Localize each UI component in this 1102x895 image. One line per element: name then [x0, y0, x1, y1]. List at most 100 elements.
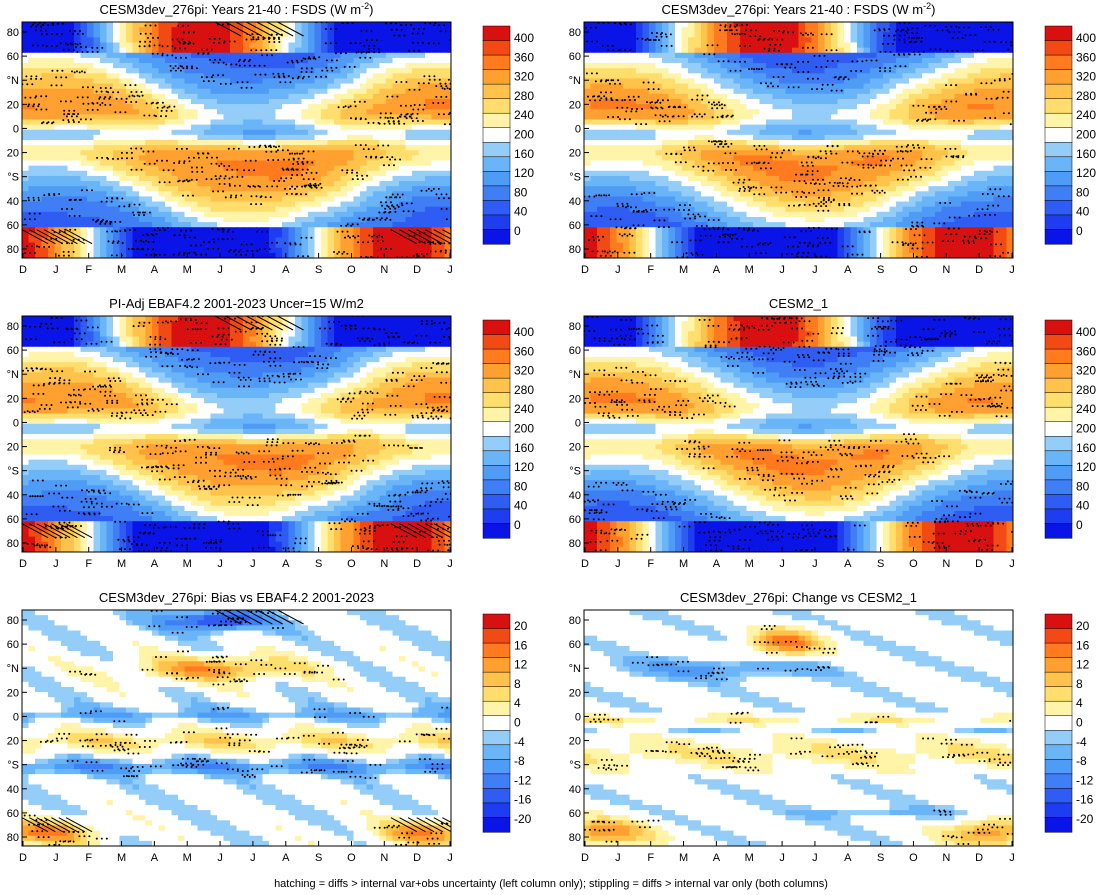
heat-cell	[883, 63, 891, 69]
stipple-dot	[315, 186, 318, 189]
heat-cell	[80, 88, 88, 95]
stipple-dot	[249, 58, 251, 61]
heat-cell	[61, 104, 69, 110]
heat-cell	[301, 186, 309, 192]
stipple-dot	[118, 205, 121, 208]
heat-cell	[418, 186, 426, 192]
heat-cell	[353, 191, 361, 198]
heat-cell	[603, 27, 611, 33]
heat-cell	[668, 27, 676, 33]
heat-cell	[941, 37, 949, 44]
heat-cell	[308, 211, 316, 218]
stipple-dot	[442, 113, 445, 116]
heat-cell	[171, 129, 179, 136]
hatch-line	[442, 229, 451, 235]
stipple-dot	[423, 75, 426, 78]
heat-cell	[87, 165, 95, 172]
heat-cell	[360, 129, 368, 136]
stipple-dot	[306, 168, 309, 171]
heat-cell	[694, 63, 702, 69]
heat-cell	[106, 37, 114, 44]
stipple-dot	[230, 63, 233, 66]
heat-cell	[431, 242, 439, 249]
heat-cell	[217, 129, 225, 136]
heat-cell	[425, 124, 433, 131]
heat-cell	[308, 98, 316, 105]
heat-cell	[707, 42, 715, 49]
stipple-dot	[191, 170, 194, 173]
heat-cell	[379, 119, 387, 126]
heat-cell	[191, 175, 199, 182]
stipple-dot	[250, 49, 253, 52]
heat-cell	[210, 73, 218, 80]
heat-cell	[191, 32, 199, 38]
stipple-dot	[64, 42, 67, 45]
heat-cell	[171, 22, 179, 28]
heat-cell	[106, 42, 114, 49]
heat-cell	[243, 27, 251, 33]
heat-cell	[444, 145, 451, 151]
heat-cell	[126, 145, 134, 151]
heat-cell	[210, 160, 218, 167]
stipple-dot	[336, 252, 339, 255]
stipple-dot	[86, 96, 89, 99]
heat-cell	[948, 42, 956, 49]
heat-cell	[379, 68, 387, 74]
heat-cell	[106, 22, 114, 28]
heat-cell	[785, 32, 793, 38]
heat-cell	[113, 175, 121, 182]
heat-cell	[126, 181, 134, 187]
heat-cell	[386, 175, 394, 182]
heat-cell	[360, 78, 368, 85]
heat-cell	[236, 227, 244, 233]
heat-cell	[334, 181, 342, 187]
heat-cell	[262, 252, 270, 258]
stipple-dot	[245, 243, 248, 246]
heat-cell	[262, 216, 270, 223]
stipple-dot	[35, 75, 38, 78]
heat-cell	[35, 73, 43, 80]
heat-cell	[145, 211, 153, 218]
stipple-dot	[139, 40, 142, 43]
heat-cell	[798, 57, 806, 64]
stipple-dot	[110, 200, 113, 203]
heat-cell	[262, 114, 270, 121]
heat-cell	[431, 78, 439, 85]
heat-cell	[217, 57, 225, 64]
stipple-dot	[189, 244, 192, 247]
stipple-dot	[112, 240, 115, 243]
heat-cell	[655, 32, 663, 38]
heat-cell	[431, 140, 439, 146]
heat-cell	[249, 155, 257, 162]
stipple-dot	[152, 234, 155, 237]
heat-cell	[119, 93, 127, 100]
heat-cell	[386, 181, 394, 187]
heat-cell	[48, 206, 56, 213]
heat-cell	[714, 57, 722, 64]
heat-cell	[636, 57, 644, 64]
heat-cell	[191, 119, 199, 126]
heat-cell	[386, 170, 394, 177]
heat-cell	[314, 247, 322, 254]
heat-cell	[54, 78, 62, 85]
heat-cell	[126, 206, 134, 213]
heat-cell	[41, 93, 49, 100]
heat-cell	[158, 150, 166, 156]
heat-cell	[870, 37, 878, 44]
stipple-dot	[114, 220, 117, 223]
heat-cell	[106, 32, 114, 38]
heat-cell	[785, 37, 793, 44]
stipple-dot	[99, 87, 102, 89]
heat-cell	[347, 88, 355, 95]
heat-cell	[360, 134, 368, 141]
heat-cell	[629, 57, 637, 64]
heat-cell	[922, 57, 930, 64]
heat-cell	[145, 134, 153, 141]
stipple-dot	[432, 102, 435, 104]
heat-cell	[61, 42, 69, 49]
heat-cell	[41, 22, 49, 28]
stipple-dot	[432, 42, 435, 45]
heat-cell	[191, 73, 199, 80]
heat-cell	[197, 134, 205, 141]
heat-cell	[22, 181, 30, 187]
